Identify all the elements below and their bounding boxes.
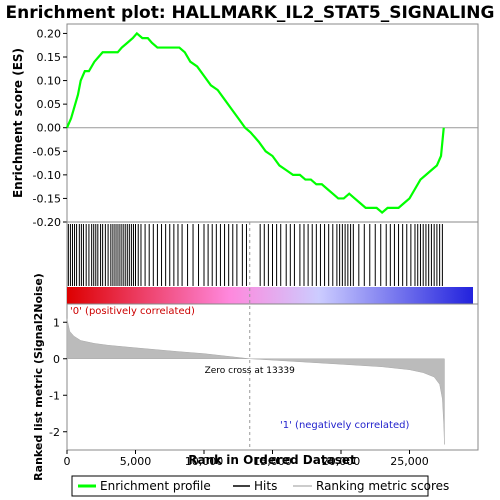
es-y-tick-label: 0.00	[37, 122, 62, 135]
zero-cross-label: Zero cross at 13339	[205, 366, 296, 376]
x-tick-label: 10,000	[185, 455, 224, 468]
legend-hits-label: Hits	[254, 479, 277, 493]
ranking-metric-area	[66, 318, 445, 445]
es-y-tick-label: 0.10	[37, 75, 62, 88]
rank-y-axis-label: Ranked list metric (Signal2Noise)	[32, 273, 45, 481]
es-y-tick-label: 0.05	[37, 98, 62, 111]
x-tick-label: 5,000	[120, 455, 152, 468]
chart-title: Enrichment plot: HALLMARK_IL2_STAT5_SIGN…	[6, 3, 495, 23]
es-y-tick-label: -0.20	[33, 216, 61, 229]
rank-y-tick-label: -2	[49, 426, 60, 439]
legend-enrichment-label: Enrichment profile	[100, 479, 211, 493]
rank-x-axis-label: Rank in Ordered Dataset	[188, 453, 356, 467]
negative-correlated-label: '1' (negatively correlated)	[280, 420, 409, 431]
rank-y-axis: 1 0 -1 -2	[49, 316, 67, 439]
es-y-tick-label: 0.20	[37, 27, 62, 40]
rank-x-axis: 0 5,000 10,000 15,000 20,000 25,000	[64, 450, 429, 468]
es-y-tick-label: -0.10	[33, 169, 61, 182]
es-y-tick-label: -0.15	[33, 192, 61, 205]
legend-rank-label: Ranking metric scores	[316, 479, 449, 493]
es-y-axis-label: Enrichment score (ES)	[11, 48, 25, 198]
rank-color-bar	[67, 287, 473, 304]
es-y-tick-label: 0.15	[37, 51, 62, 64]
es-plot-area	[66, 23, 479, 223]
x-tick-label: 0	[64, 455, 71, 468]
hits-group	[67, 224, 443, 286]
x-tick-label: 15,000	[253, 455, 292, 468]
positive-correlated-label: '0' (positively correlated)	[70, 306, 195, 317]
es-y-axis: 0.20 0.15 0.10 0.05 0.00 -0.05 -0.10 -0.15 -0.20	[33, 27, 67, 229]
es-curve-group	[65, 31, 478, 215]
rank-y-tick-label: 1	[53, 316, 60, 329]
x-tick-label: 20,000	[322, 455, 361, 468]
enrichment-profile-line	[65, 31, 445, 215]
rank-plot-area	[66, 303, 479, 451]
rank-y-tick-label: -1	[49, 389, 60, 402]
rank-y-tick-label: 0	[53, 353, 60, 366]
es-y-tick-label: -0.05	[33, 145, 61, 158]
x-tick-label: 25,000	[390, 455, 429, 468]
rank-metric-group	[66, 318, 445, 445]
